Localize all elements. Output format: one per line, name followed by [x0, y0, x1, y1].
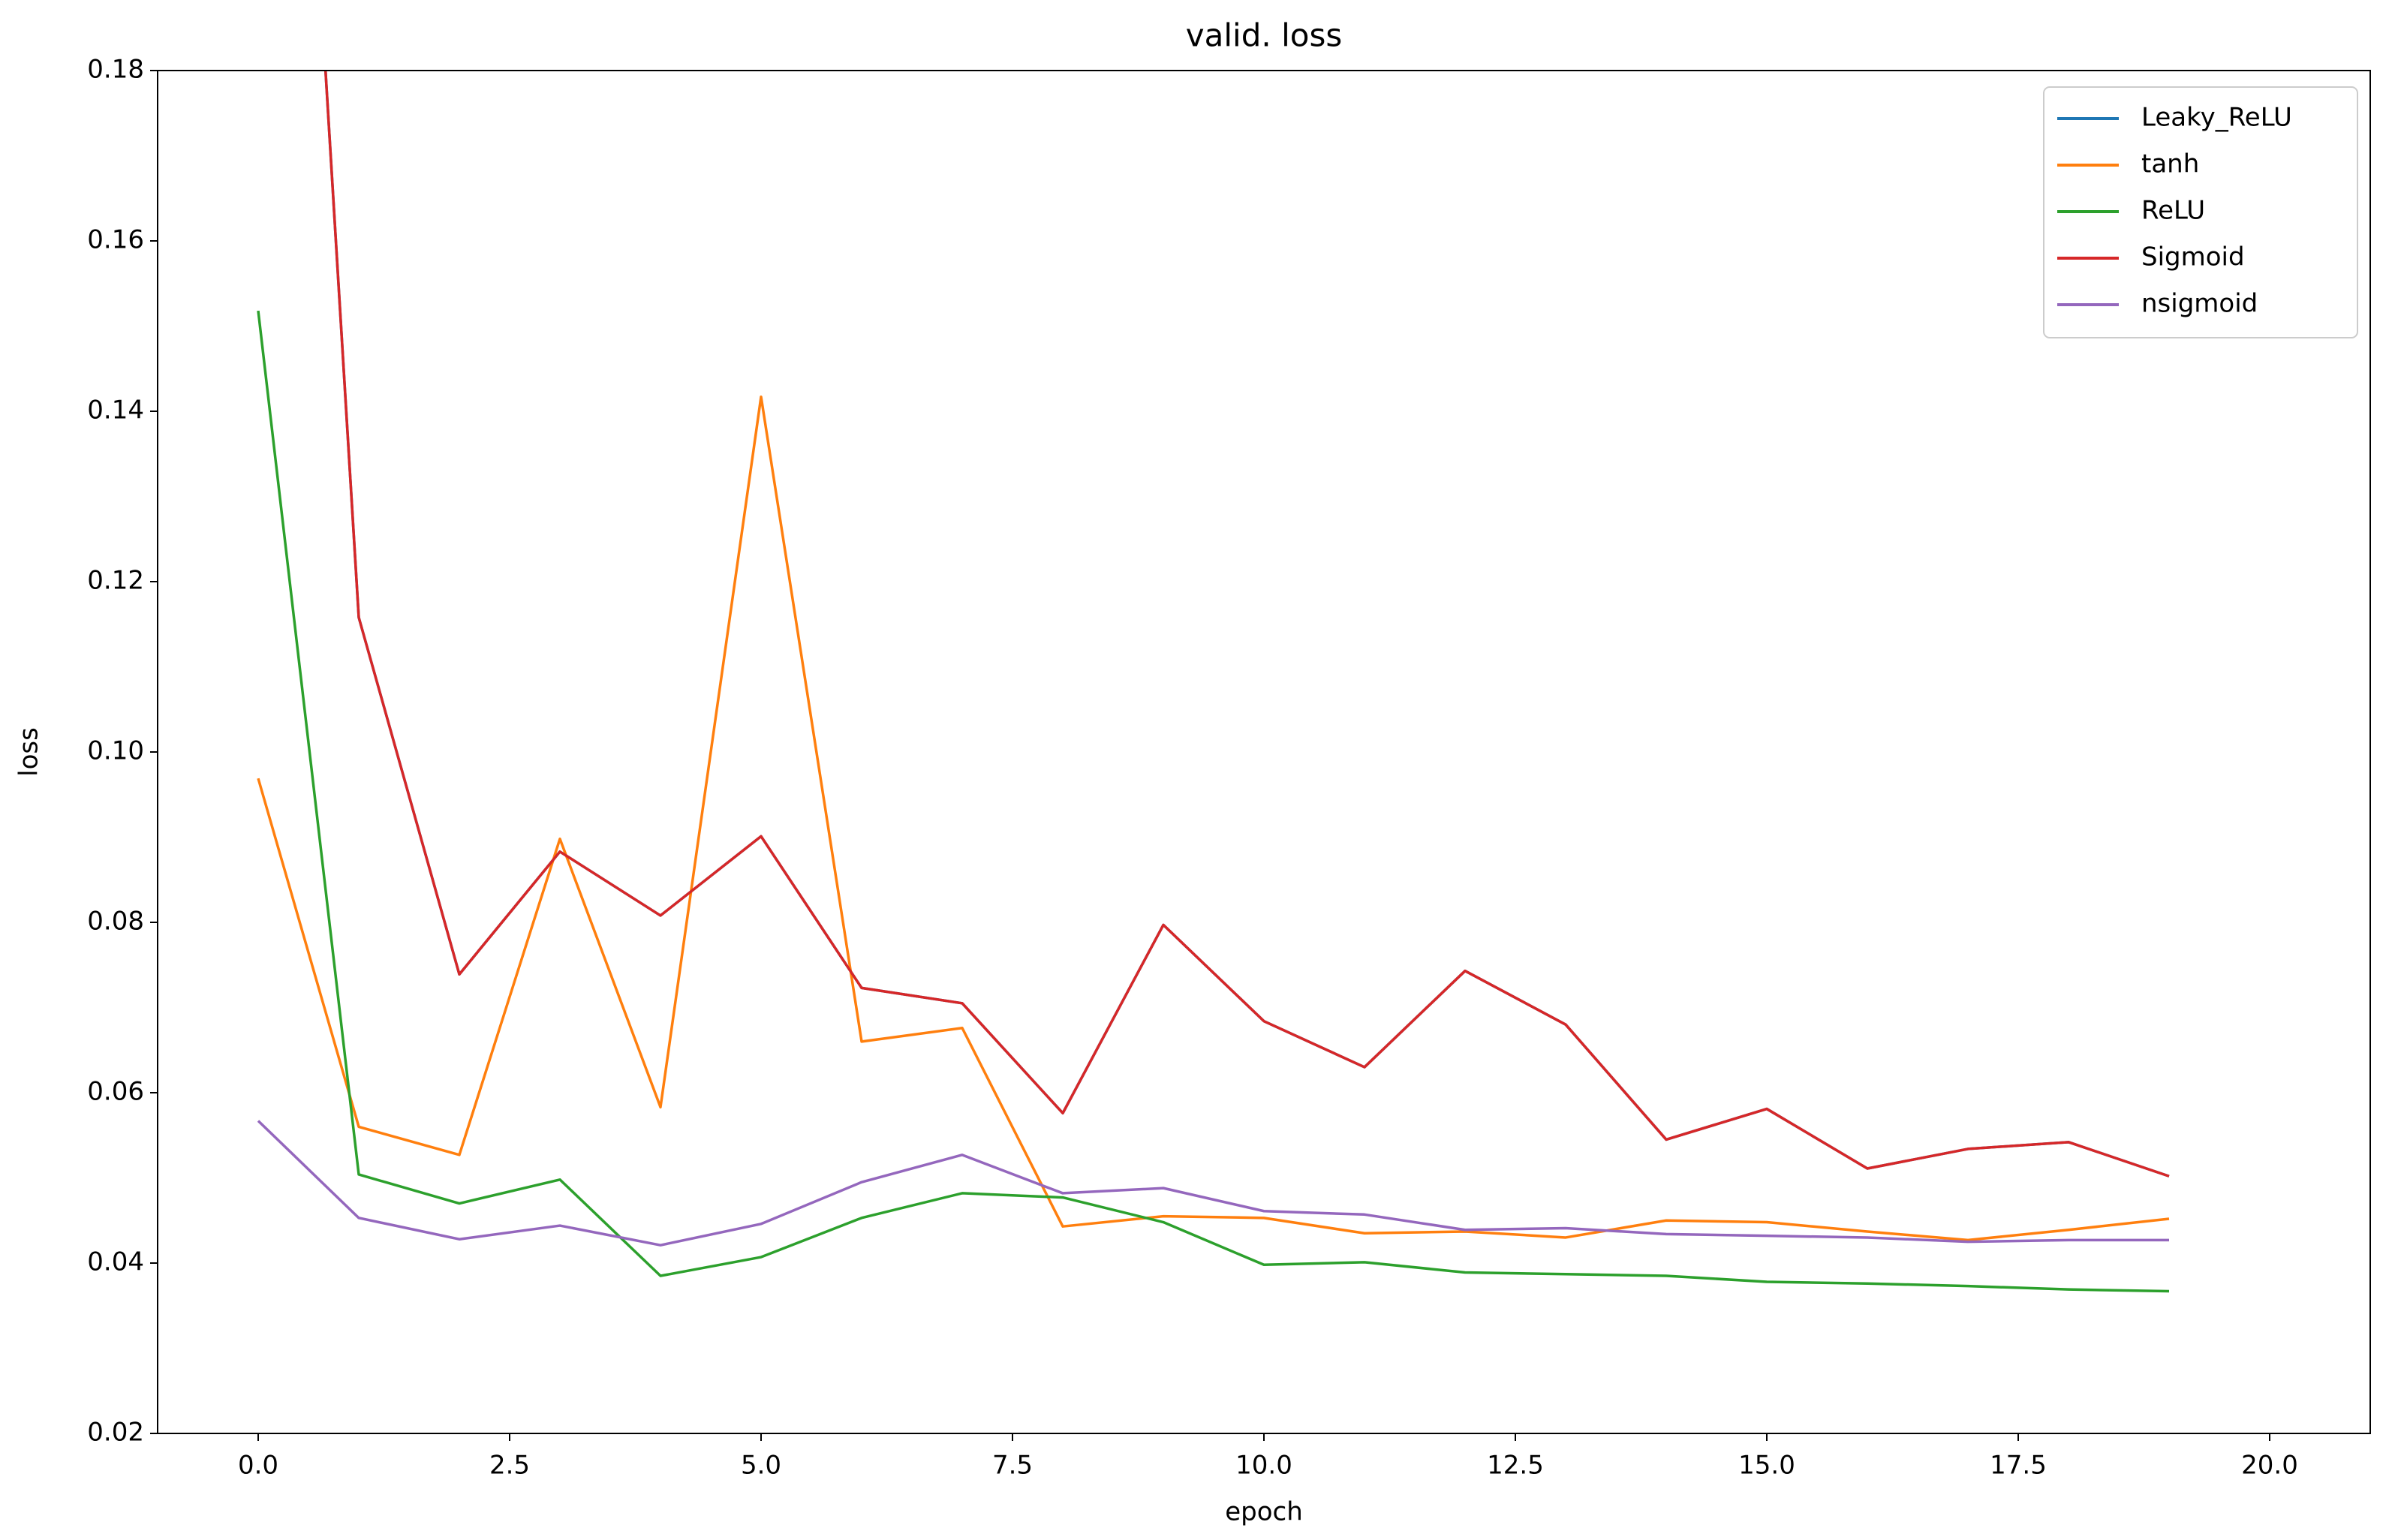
legend-box: [2043, 86, 2358, 338]
y-axis-label: loss: [14, 727, 44, 777]
x-tick-label: 5.0: [741, 1451, 781, 1481]
series-line: [257, 310, 2170, 1293]
x-tick-label: 7.5: [992, 1451, 1033, 1481]
legend-label: Leaky_ReLU: [2141, 103, 2292, 133]
y-tick-label: 0.10: [87, 736, 144, 766]
x-tick-label: 2.5: [489, 1451, 530, 1481]
y-tick-label: 0.14: [87, 396, 144, 426]
x-tick-label: 0.0: [238, 1451, 278, 1481]
y-tick-label: 0.16: [87, 225, 144, 255]
series-line: [257, 395, 2170, 1242]
series-line: [323, 71, 2170, 1178]
chart-title: valid. loss: [1186, 17, 1342, 54]
y-tick-label: 0.04: [87, 1247, 144, 1277]
legend-label: nsigmoid: [2141, 289, 2258, 319]
legend-label: ReLU: [2141, 196, 2205, 226]
x-axis-label: epoch: [1225, 1497, 1303, 1527]
legend-label: tanh: [2141, 149, 2199, 179]
x-tick-label: 12.5: [1487, 1451, 1544, 1481]
y-tick-label: 0.08: [87, 907, 144, 937]
y-tick-label: 0.12: [87, 566, 144, 596]
x-tick-label: 10.0: [1235, 1451, 1292, 1481]
plot-frame: [157, 70, 2371, 1434]
plot-lines: [257, 71, 2170, 1293]
x-tick-label: 17.5: [1990, 1451, 2047, 1481]
y-tick-label: 0.18: [87, 55, 144, 85]
x-tick-label: 20.0: [2241, 1451, 2298, 1481]
y-tick-label: 0.06: [87, 1077, 144, 1107]
series-line: [323, 71, 2170, 1178]
y-tick-label: 0.02: [87, 1418, 144, 1448]
x-tick-label: 15.0: [1738, 1451, 1795, 1481]
legend-label: Sigmoid: [2141, 242, 2245, 272]
series-line: [257, 1120, 2169, 1247]
